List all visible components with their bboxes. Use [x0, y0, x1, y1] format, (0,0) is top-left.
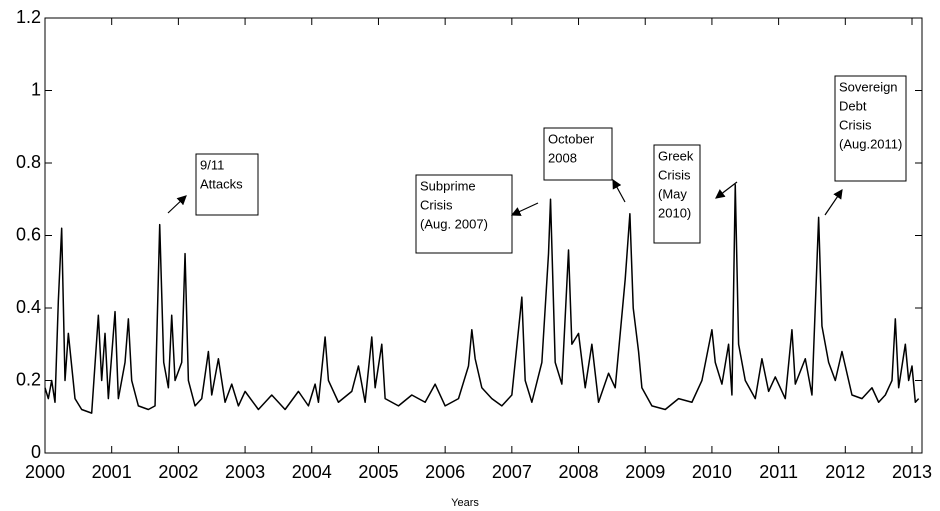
annotation-text: 2008 — [548, 150, 577, 165]
y-tick-label: 0 — [31, 442, 41, 462]
annotation-text: Sovereign — [839, 79, 898, 94]
x-tick-label: 2005 — [358, 462, 398, 482]
annotation-box — [653, 144, 701, 244]
annotation-text: (Aug. 2007) — [420, 216, 488, 231]
annotation-arrow — [612, 178, 626, 203]
y-tick-label: 1 — [31, 79, 41, 99]
annotation-arrow — [510, 202, 539, 216]
y-tick-label: 0.4 — [16, 297, 41, 317]
x-tick-label: 2002 — [158, 462, 198, 482]
annotation-text: Attacks — [200, 176, 243, 191]
y-tick-label: 0.6 — [16, 224, 41, 244]
x-tick-label: 2004 — [292, 462, 332, 482]
y-tick-label: 0.8 — [16, 152, 41, 172]
annotation-arrow — [167, 195, 187, 214]
annotation-box — [543, 127, 613, 181]
annotation-text: (Aug.2011) — [839, 136, 902, 151]
annotation-text: 9/11 — [200, 157, 224, 172]
annotation-text: Subprime — [420, 178, 476, 193]
annotation-box — [195, 153, 259, 216]
annotation-arrow — [715, 181, 738, 199]
x-tick-label: 2008 — [559, 462, 599, 482]
x-tick-label: 2012 — [825, 462, 865, 482]
y-tick-label: 1.2 — [16, 7, 41, 27]
x-tick-label: 2010 — [692, 462, 732, 482]
annotation-text: Crisis — [658, 167, 691, 182]
annotation-text: Greek — [658, 148, 694, 163]
y-tick-label: 0.2 — [16, 369, 41, 389]
x-tick-label: 2000 — [25, 462, 65, 482]
x-tick-label: 2001 — [92, 462, 132, 482]
x-tick-label: 2006 — [425, 462, 465, 482]
annotation-arrow — [824, 189, 843, 216]
annotation-text: 2010) — [658, 205, 691, 220]
series-line — [44, 184, 920, 414]
annotation-box — [415, 174, 513, 254]
x-axis-label: Years — [451, 497, 479, 509]
x-tick-label: 2007 — [492, 462, 532, 482]
annotation-text: (May — [658, 186, 687, 201]
annotation-text: October — [548, 131, 595, 146]
x-tick-label: 2003 — [225, 462, 265, 482]
x-tick-label: 2011 — [759, 462, 798, 482]
annotation-text: Crisis — [839, 117, 872, 132]
x-tick-label: 2013 — [892, 462, 932, 482]
annotation-text: Debt — [839, 98, 867, 113]
plot-frame — [44, 17, 923, 454]
x-tick-label: 2009 — [625, 462, 665, 482]
annotation-text: Crisis — [420, 197, 453, 212]
annotation-box — [834, 75, 907, 182]
